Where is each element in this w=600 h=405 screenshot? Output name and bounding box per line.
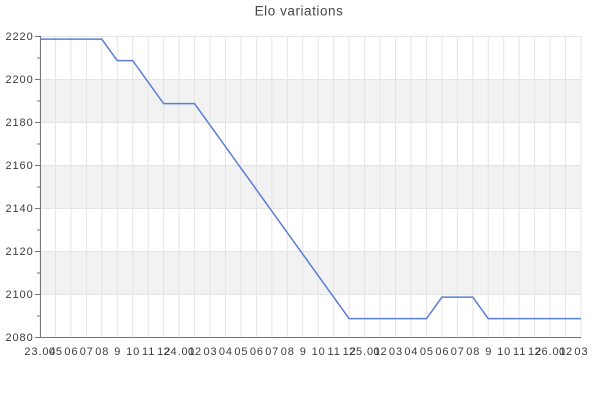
svg-text:02: 02 <box>373 346 387 358</box>
svg-text:07: 07 <box>265 346 279 358</box>
svg-text:2080: 2080 <box>6 332 34 344</box>
svg-text:9: 9 <box>300 346 307 358</box>
svg-text:06: 06 <box>250 346 264 358</box>
svg-text:04: 04 <box>404 346 418 358</box>
svg-text:05: 05 <box>234 346 248 358</box>
svg-text:03: 03 <box>203 346 217 358</box>
svg-text:12: 12 <box>528 346 542 358</box>
svg-text:06: 06 <box>435 346 449 358</box>
svg-text:2120: 2120 <box>6 246 34 258</box>
svg-text:08: 08 <box>95 346 109 358</box>
svg-text:2100: 2100 <box>6 289 34 301</box>
svg-text:2180: 2180 <box>6 117 34 129</box>
svg-text:2160: 2160 <box>6 160 34 172</box>
svg-text:05: 05 <box>420 346 434 358</box>
svg-text:25.01: 25.01 <box>349 346 381 358</box>
svg-text:02: 02 <box>188 346 202 358</box>
svg-text:07: 07 <box>80 346 94 358</box>
svg-text:07: 07 <box>451 346 465 358</box>
svg-text:06: 06 <box>64 346 78 358</box>
svg-text:04: 04 <box>219 346 233 358</box>
svg-text:9: 9 <box>114 346 121 358</box>
svg-text:03: 03 <box>574 346 588 358</box>
svg-text:Elo variations: Elo variations <box>255 3 344 18</box>
svg-text:05: 05 <box>49 346 63 358</box>
svg-text:2200: 2200 <box>6 74 34 86</box>
svg-text:10: 10 <box>497 346 511 358</box>
svg-text:08: 08 <box>466 346 480 358</box>
svg-text:03: 03 <box>389 346 403 358</box>
svg-text:9: 9 <box>485 346 492 358</box>
svg-text:10: 10 <box>312 346 326 358</box>
svg-text:11: 11 <box>142 346 155 358</box>
svg-text:08: 08 <box>281 346 295 358</box>
svg-text:12: 12 <box>157 346 171 358</box>
svg-text:2220: 2220 <box>6 31 34 43</box>
svg-text:24.01: 24.01 <box>164 346 196 358</box>
svg-text:26.01: 26.01 <box>535 346 567 358</box>
svg-text:11: 11 <box>328 346 341 358</box>
svg-text:12: 12 <box>343 346 357 358</box>
svg-text:10: 10 <box>126 346 140 358</box>
svg-text:02: 02 <box>559 346 573 358</box>
svg-text:2140: 2140 <box>6 203 34 215</box>
svg-text:23.04: 23.04 <box>24 346 56 358</box>
svg-text:11: 11 <box>513 346 526 358</box>
